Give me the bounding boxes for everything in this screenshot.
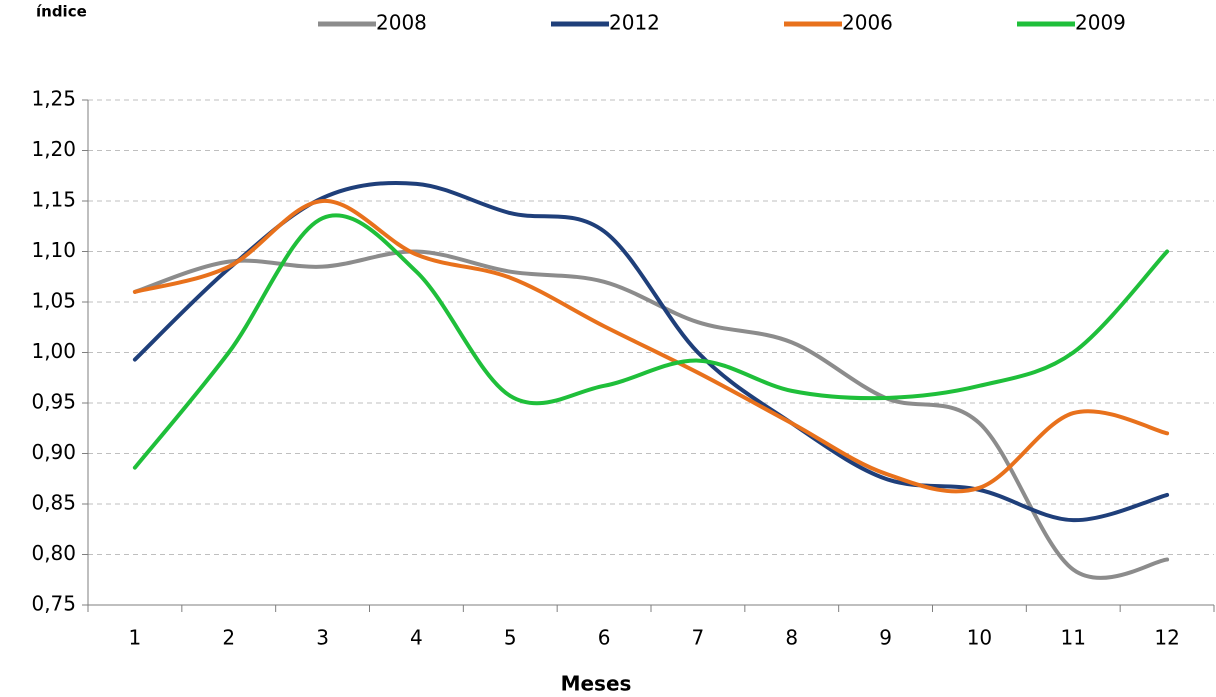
x-tick-label: 8 [785, 626, 798, 650]
y-tick-label: 1,15 [31, 188, 76, 212]
series-line [132, 249, 1170, 580]
x-tick-label: 5 [504, 626, 517, 650]
x-tick-label: 11 [1061, 626, 1086, 650]
y-tick-label: 1,05 [31, 289, 76, 313]
x-tick-label: 3 [316, 626, 329, 650]
y-tick-label: 1,20 [31, 137, 76, 161]
y-tick-label: 1,25 [31, 87, 76, 111]
x-axis-label: Meses [561, 672, 632, 696]
legend-label: 2009 [1075, 11, 1126, 35]
y-tick-label: 1,00 [31, 339, 76, 363]
x-tick-label: 7 [692, 626, 705, 650]
legend-label: 2006 [842, 11, 893, 35]
series-line [132, 213, 1170, 470]
x-tick-label: 9 [879, 626, 892, 650]
series-line [132, 198, 1170, 494]
legend-label: 2012 [609, 11, 660, 35]
y-tick-label: 0,80 [31, 541, 76, 565]
y-axis-label: índice [36, 3, 87, 21]
y-tick-label: 0,85 [31, 491, 76, 515]
x-tick-label: 4 [410, 626, 423, 650]
x-tick-label: 2 [222, 626, 235, 650]
x-tick-label: 6 [598, 626, 611, 650]
legend-label: 2008 [376, 11, 427, 35]
y-tick-label: 0,75 [31, 592, 76, 616]
x-tick-label: 10 [967, 626, 992, 650]
x-tick-label: 1 [129, 626, 142, 650]
y-tick-label: 0,90 [31, 440, 76, 464]
y-tick-label: 1,10 [31, 238, 76, 262]
x-tick-label: 12 [1154, 626, 1179, 650]
y-tick-label: 0,95 [31, 390, 76, 414]
